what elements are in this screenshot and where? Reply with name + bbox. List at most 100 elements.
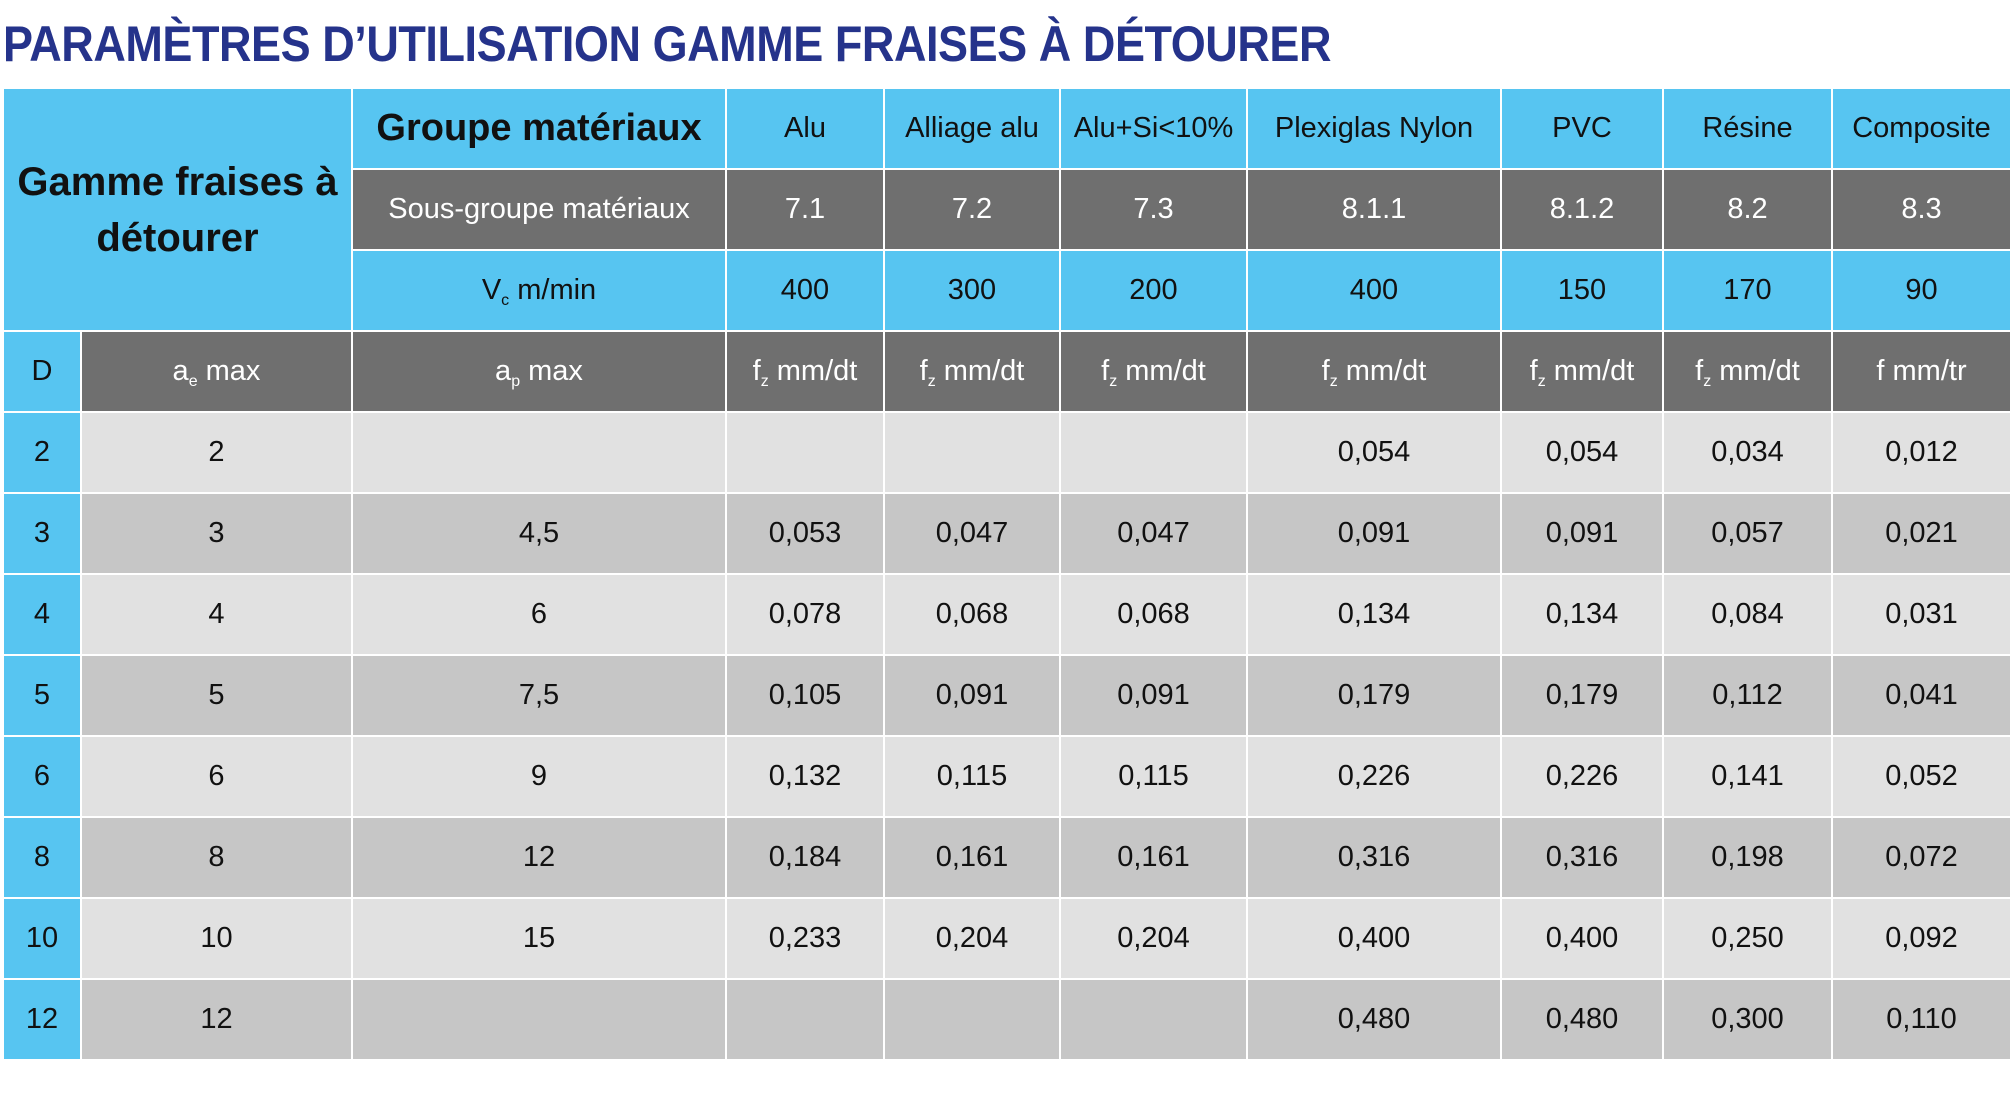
table-row: 10 10 15 0,233 0,204 0,204 0,400 0,400 0,250 0,09… <box>2 897 2012 980</box>
feed-cell: 0,092 <box>1831 897 2012 980</box>
page-title: PARAMÈTRES D’UTILISATION GAMME FRAISES À… <box>3 16 1332 72</box>
material-header: Alliage alu <box>883 87 1061 170</box>
vc-label-rest: m/min <box>509 274 597 306</box>
feed-cell: 0,091 <box>1246 492 1502 575</box>
fz-header-sub: z <box>927 373 936 390</box>
feed-cell: 0,179 <box>1500 654 1664 737</box>
f-header: f mm/tr <box>1831 330 2012 413</box>
ae-cell: 6 <box>80 735 353 818</box>
fz-header-main: f <box>1695 355 1704 387</box>
feed-cell: 0,105 <box>725 654 885 737</box>
ae-cell: 2 <box>80 411 353 494</box>
fz-header-sub: z <box>1109 373 1118 390</box>
group-label: Groupe matériaux <box>351 87 727 170</box>
vc-cell: 170 <box>1662 249 1833 332</box>
fz-header: fz mm/dt <box>1059 330 1248 413</box>
diameter-cell: 6 <box>2 735 82 818</box>
diameter-cell: 3 <box>2 492 82 575</box>
fz-header-rest: mm/dt <box>1545 355 1635 387</box>
fz-header-sub: z <box>1329 373 1338 390</box>
d-header: D <box>2 330 82 413</box>
feed-cell: 0,316 <box>1246 816 1502 899</box>
fz-header: fz mm/dt <box>883 330 1061 413</box>
corner-title: Gamme fraises à détourer <box>2 87 353 332</box>
table-row: 8 8 12 0,184 0,161 0,161 0,316 0,316 0,198 0,072 <box>2 816 2012 899</box>
data-rows: 2 2 0,054 0,054 0,034 0,012 3 3 4,5 0,053 0,047 0,0… <box>2 411 2012 1061</box>
diameter-cell: 2 <box>2 411 82 494</box>
f-header-rest: mm/tr <box>1884 355 1967 387</box>
feed-cell: 0,204 <box>883 897 1061 980</box>
feed-cell: 0,012 <box>1831 411 2012 494</box>
ap-cell: 7,5 <box>351 654 727 737</box>
vc-label-sub: c <box>501 292 510 309</box>
subgroup-cell: 8.2 <box>1662 168 1833 251</box>
fz-header: fz mm/dt <box>725 330 885 413</box>
feed-cell: 0,161 <box>883 816 1061 899</box>
diameter-cell: 4 <box>2 573 82 656</box>
feed-cell: 0,091 <box>1500 492 1664 575</box>
feed-cell: 0,091 <box>883 654 1061 737</box>
fz-header: fz mm/dt <box>1246 330 1502 413</box>
vc-cell: 400 <box>725 249 885 332</box>
vc-cell: 150 <box>1500 249 1664 332</box>
feed-cell <box>725 411 885 494</box>
ap-header-rest: max <box>520 355 583 387</box>
feed-cell: 0,480 <box>1500 978 1664 1061</box>
feed-cell: 0,054 <box>1500 411 1664 494</box>
ap-cell: 6 <box>351 573 727 656</box>
ap-cell: 12 <box>351 816 727 899</box>
feed-cell: 0,115 <box>1059 735 1248 818</box>
ap-header-main: a <box>495 355 512 387</box>
fz-header-rest: mm/dt <box>1337 355 1427 387</box>
subgroup-row: Sous-groupe matériaux 7.1 7.2 7.3 8.1.1 … <box>3 168 2012 251</box>
feed-cell: 0,161 <box>1059 816 1248 899</box>
column-header-row: D ae max ap max fz mm/dt fz mm/dt fz mm/… <box>2 330 2012 413</box>
fz-header-sub: z <box>1537 373 1546 390</box>
feed-cell <box>1059 978 1248 1061</box>
fz-header-main: f <box>1101 355 1110 387</box>
fz-header-main: f <box>752 355 761 387</box>
diameter-cell: 12 <box>2 978 82 1061</box>
ae-cell: 3 <box>80 492 353 575</box>
feed-cell <box>883 411 1061 494</box>
fz-header-rest: mm/dt <box>1117 355 1206 387</box>
feed-cell: 0,400 <box>1246 897 1502 980</box>
diameter-cell: 5 <box>2 654 82 737</box>
ae-cell: 10 <box>80 897 353 980</box>
feed-cell: 0,179 <box>1246 654 1502 737</box>
fz-header: fz mm/dt <box>1500 330 1664 413</box>
subgroup-cell: 8.3 <box>1831 168 2012 251</box>
feed-cell: 0,110 <box>1831 978 2012 1061</box>
feed-cell: 0,316 <box>1500 816 1664 899</box>
subgroup-cell: 7.2 <box>883 168 1061 251</box>
feed-cell: 0,134 <box>1246 573 1502 656</box>
material-header: Plexiglas Nylon <box>1246 87 1502 170</box>
fz-header-sub: z <box>1703 373 1712 390</box>
fz-header-main: f <box>1529 355 1538 387</box>
feed-cell: 0,047 <box>1059 492 1248 575</box>
vc-cell: 400 <box>1246 249 1502 332</box>
ap-cell: 4,5 <box>351 492 727 575</box>
ap-header: ap max <box>351 330 727 413</box>
ap-cell: 9 <box>351 735 727 818</box>
table-row: 6 6 9 0,132 0,115 0,115 0,226 0,226 0,141 0,052 <box>2 735 2012 818</box>
feed-cell: 0,091 <box>1059 654 1248 737</box>
fz-header-rest: mm/dt <box>935 355 1025 387</box>
feed-cell: 0,053 <box>725 492 885 575</box>
feed-cell: 0,052 <box>1831 735 2012 818</box>
feed-cell: 0,198 <box>1662 816 1833 899</box>
fz-header-main: f <box>1321 355 1330 387</box>
feed-cell <box>725 978 885 1061</box>
feed-cell: 0,041 <box>1831 654 2012 737</box>
vc-label: Vc m/min <box>351 249 727 332</box>
vc-cell: 200 <box>1059 249 1248 332</box>
feed-cell: 0,132 <box>725 735 885 818</box>
feed-cell: 0,078 <box>725 573 885 656</box>
subgroup-cell: 7.3 <box>1059 168 1248 251</box>
subgroup-cell: 8.1.2 <box>1500 168 1664 251</box>
vc-label-main: V <box>481 274 502 306</box>
feed-cell: 0,141 <box>1662 735 1833 818</box>
feed-cell: 0,034 <box>1662 411 1833 494</box>
feed-cell: 0,031 <box>1831 573 2012 656</box>
parameters-table: Gamme fraises à détourer Groupe matériau… <box>2 87 2012 1061</box>
